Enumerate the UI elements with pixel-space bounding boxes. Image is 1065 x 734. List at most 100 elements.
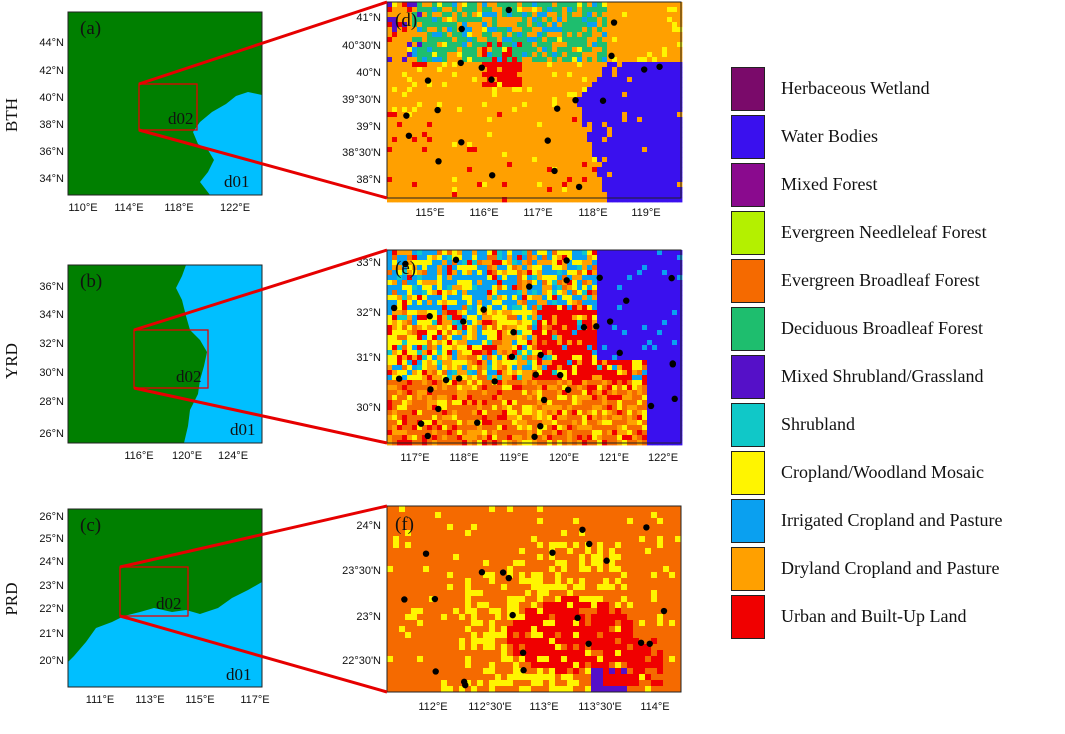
landuse-cell bbox=[632, 430, 638, 436]
landuse-cell bbox=[672, 365, 678, 371]
landuse-cell bbox=[572, 345, 578, 351]
landuse-cell bbox=[497, 12, 503, 18]
landuse-cell bbox=[637, 147, 643, 153]
landuse-cell bbox=[402, 72, 408, 78]
landuse-cell bbox=[522, 107, 528, 113]
landuse-cell bbox=[652, 147, 658, 153]
landuse-cell bbox=[489, 512, 496, 519]
landuse-cell bbox=[447, 57, 453, 63]
landuse-cell bbox=[562, 152, 568, 158]
landuse-cell bbox=[647, 12, 653, 18]
landuse-cell bbox=[402, 147, 408, 153]
landuse-cell bbox=[657, 127, 663, 133]
landuse-cell bbox=[457, 37, 463, 43]
landuse-cell bbox=[422, 127, 428, 133]
landuse-cell bbox=[632, 177, 638, 183]
landuse-cell bbox=[597, 87, 603, 93]
landuse-cell bbox=[572, 132, 578, 138]
landuse-cell bbox=[452, 385, 458, 391]
landuse-cell bbox=[412, 310, 418, 316]
landuse-cell bbox=[482, 340, 488, 346]
landuse-cell bbox=[632, 280, 638, 286]
landuse-cell bbox=[462, 355, 468, 361]
landuse-cell bbox=[397, 97, 403, 103]
landuse-cell bbox=[562, 265, 568, 271]
landuse-cell bbox=[672, 400, 678, 406]
landuse-cell bbox=[637, 365, 643, 371]
landuse-cell bbox=[587, 295, 593, 301]
landuse-cell bbox=[542, 167, 548, 173]
outer-lon-tick: 110°E bbox=[68, 202, 97, 214]
landuse-cell bbox=[602, 137, 608, 143]
landuse-cell bbox=[457, 395, 463, 401]
landuse-cell bbox=[672, 127, 678, 133]
landuse-cell bbox=[657, 390, 663, 396]
landuse-cell bbox=[527, 52, 533, 58]
landuse-cell bbox=[482, 37, 488, 43]
landuse-cell bbox=[612, 172, 618, 178]
landuse-cell bbox=[592, 335, 598, 341]
landuse-cell bbox=[402, 137, 408, 143]
landuse-cell bbox=[602, 425, 608, 431]
landuse-cell bbox=[462, 187, 468, 193]
landuse-cell bbox=[662, 400, 668, 406]
landuse-cell bbox=[512, 77, 518, 83]
landuse-cell bbox=[532, 97, 538, 103]
landuse-cell bbox=[437, 385, 443, 391]
landuse-cell bbox=[447, 355, 453, 361]
landuse-cell bbox=[667, 370, 673, 376]
landuse-cell bbox=[497, 335, 503, 341]
landuse-cell bbox=[642, 410, 648, 416]
landuse-cell bbox=[492, 127, 498, 133]
landuse-cell bbox=[637, 152, 643, 158]
landuse-cell bbox=[592, 305, 598, 311]
landuse-cell bbox=[607, 37, 613, 43]
landuse-cell bbox=[672, 87, 678, 93]
landuse-cell bbox=[592, 22, 598, 28]
landuse-cell bbox=[442, 127, 448, 133]
landuse-cell bbox=[502, 177, 508, 183]
landuse-cell bbox=[607, 197, 613, 203]
landuse-cell bbox=[567, 2, 573, 8]
landuse-cell bbox=[392, 7, 398, 13]
landuse-cell bbox=[407, 82, 413, 88]
landuse-cell bbox=[562, 425, 568, 431]
landuse-cell bbox=[482, 107, 488, 113]
landuse-cell bbox=[407, 182, 413, 188]
landuse-cell bbox=[512, 405, 518, 411]
landuse-cell bbox=[417, 122, 423, 128]
landuse-cell bbox=[532, 127, 538, 133]
landuse-cell bbox=[492, 87, 498, 93]
landuse-cell bbox=[507, 360, 513, 366]
landuse-cell bbox=[547, 47, 553, 53]
landuse-cell bbox=[622, 7, 628, 13]
landuse-cell bbox=[402, 250, 408, 256]
landuse-cell bbox=[657, 27, 663, 33]
landuse-cell bbox=[422, 37, 428, 43]
landuse-cell bbox=[647, 265, 653, 271]
landuse-cell bbox=[402, 132, 408, 138]
landuse-cell bbox=[532, 112, 538, 118]
landuse-cell bbox=[662, 17, 668, 23]
landuse-cell bbox=[467, 107, 473, 113]
landuse-cell bbox=[592, 410, 598, 416]
landuse-cell bbox=[572, 330, 578, 336]
landuse-cell bbox=[532, 320, 538, 326]
landuse-cell bbox=[592, 177, 598, 183]
landuse-cell bbox=[387, 365, 393, 371]
landuse-cell bbox=[487, 310, 493, 316]
landuse-cell bbox=[647, 147, 653, 153]
landuse-cell bbox=[392, 275, 398, 281]
landuse-cell bbox=[462, 265, 468, 271]
landuse-cell bbox=[467, 162, 473, 168]
landuse-cell bbox=[457, 32, 463, 38]
landuse-cell bbox=[412, 132, 418, 138]
landuse-cell bbox=[442, 47, 448, 53]
landuse-cell bbox=[602, 405, 608, 411]
landuse-cell bbox=[667, 27, 673, 33]
landuse-cell bbox=[432, 335, 438, 341]
landuse-cell bbox=[502, 62, 508, 68]
landuse-cell bbox=[557, 315, 563, 321]
landuse-cell bbox=[617, 295, 623, 301]
landuse-cell bbox=[497, 22, 503, 28]
